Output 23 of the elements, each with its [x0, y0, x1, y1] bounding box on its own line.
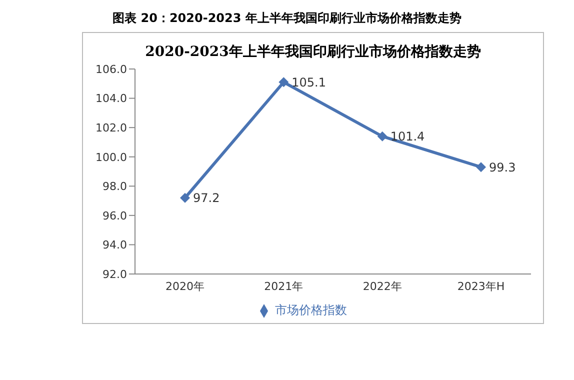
x-tick-label: 2020年 — [166, 280, 204, 293]
point — [476, 162, 486, 172]
data-label: 97.2 — [193, 191, 220, 206]
y-tick-label: 92.0 — [102, 268, 127, 281]
y-tick-label: 94.0 — [102, 238, 127, 252]
data-label: 99.3 — [489, 160, 516, 174]
data-label: 105.1 — [292, 75, 326, 90]
chart-title: 图表 20：2020-2023 年上半年我国印刷行业市场价格指数走势 — [112, 10, 462, 27]
x-tick-label: 2022年 — [362, 280, 402, 293]
x-tick-label: 2023年H — [457, 280, 505, 293]
y-tick-label: 102.0 — [96, 121, 127, 134]
y-tick-label: 104.0 — [96, 92, 127, 106]
point — [180, 192, 190, 203]
y-tick-label: 106.0 — [96, 62, 127, 76]
y-tick-label: 98.0 — [102, 180, 127, 194]
x-tick-label: 2021年 — [264, 280, 304, 293]
point — [278, 77, 289, 88]
chart-subtitle: 2020-2023年上半年我国印刷行业市场价格指数走势 — [144, 43, 482, 61]
y-tick-label: 96.0 — [102, 209, 127, 222]
y-tick-label: 100.0 — [96, 150, 127, 164]
data-label: 101.4 — [390, 130, 425, 144]
point — [377, 131, 388, 142]
legend-label: 市场价格指数 — [275, 303, 347, 317]
